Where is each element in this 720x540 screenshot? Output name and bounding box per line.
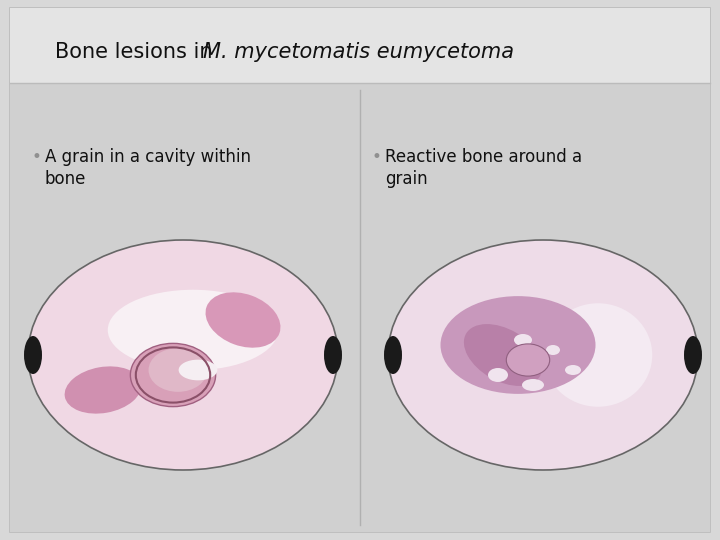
Ellipse shape — [514, 334, 532, 346]
Text: Bone lesions in: Bone lesions in — [55, 42, 219, 62]
Ellipse shape — [108, 290, 278, 370]
Ellipse shape — [130, 343, 215, 407]
Ellipse shape — [546, 345, 560, 355]
Ellipse shape — [65, 366, 141, 414]
Ellipse shape — [506, 344, 549, 376]
Ellipse shape — [179, 360, 217, 380]
Ellipse shape — [441, 296, 595, 394]
Text: M. mycetomatis eumycetoma: M. mycetomatis eumycetoma — [203, 42, 514, 62]
Ellipse shape — [544, 303, 652, 407]
Ellipse shape — [488, 368, 508, 382]
Ellipse shape — [24, 336, 42, 374]
Ellipse shape — [522, 379, 544, 391]
Ellipse shape — [148, 348, 207, 392]
FancyBboxPatch shape — [10, 8, 710, 83]
FancyBboxPatch shape — [10, 8, 710, 532]
Ellipse shape — [464, 324, 542, 386]
Text: A grain in a cavity within: A grain in a cavity within — [45, 148, 251, 166]
Ellipse shape — [684, 336, 702, 374]
Ellipse shape — [205, 292, 281, 348]
Text: bone: bone — [45, 170, 86, 188]
Text: •: • — [372, 148, 382, 166]
Ellipse shape — [565, 365, 581, 375]
Text: •: • — [32, 148, 42, 166]
Ellipse shape — [324, 336, 342, 374]
Ellipse shape — [388, 240, 698, 470]
Ellipse shape — [28, 240, 338, 470]
Text: Reactive bone around a: Reactive bone around a — [385, 148, 582, 166]
Text: grain: grain — [385, 170, 428, 188]
Ellipse shape — [384, 336, 402, 374]
FancyBboxPatch shape — [10, 83, 710, 532]
